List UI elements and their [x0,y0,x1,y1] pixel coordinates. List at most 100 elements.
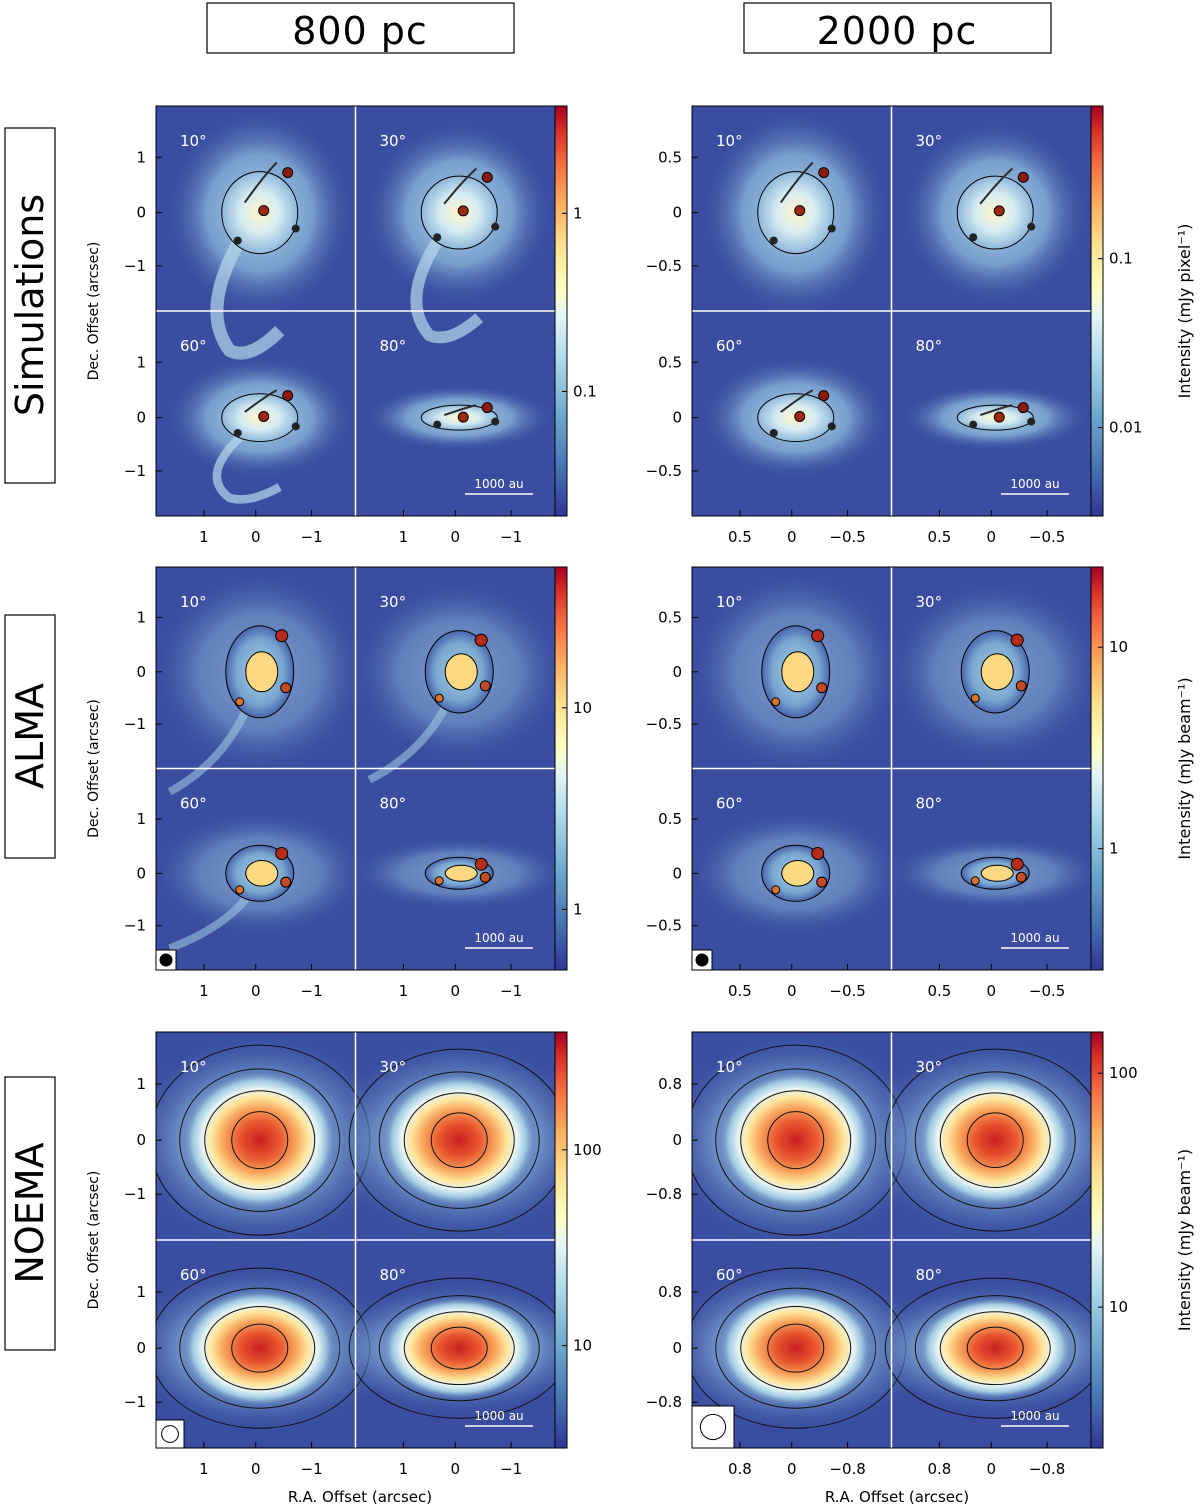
source-peak [794,411,806,422]
contour [767,1111,825,1170]
x-axis-label-right: R.A. Offset (arcsec) [825,1488,969,1506]
x-tick-label: −1 [301,982,323,1000]
inclination-label: 30° [916,132,943,150]
filament [979,167,1013,205]
arm [212,434,282,504]
filament [443,167,477,205]
x-tick-label: 0.8 [728,1460,752,1478]
x-tick-label: −0.5 [829,982,865,1000]
scalebar-label: 1000 au [1010,477,1059,491]
filament [779,161,814,204]
source-peak [474,857,488,871]
source-peak [993,205,1005,217]
subpanel-80deg: 80° [855,1266,1091,1419]
source-peak [1010,857,1024,871]
x-tick-label: −0.8 [1029,1460,1065,1478]
x-tick-label: 0 [450,982,460,1000]
colorbar [1090,105,1104,517]
contour [204,1306,316,1391]
subpanel-30deg: 30° [900,119,1091,307]
y-tick-label: 0 [136,409,146,427]
x-tick-label: −0.5 [1029,528,1065,546]
subpanel-60deg: 60° [156,795,370,953]
subpanel-10deg: 10° [156,1032,400,1251]
subpanel-80deg: 80° [319,1266,555,1419]
y-tick-label: −1 [124,917,146,935]
source-peak [1027,417,1036,426]
panel-images: 10° 30° 60° 80° [156,1032,555,1434]
x-tick-label: −1 [500,1460,522,1478]
subpanel-10deg: 10° [164,107,355,360]
colorbar-tick-label: 10 [573,699,592,717]
x-tick-label: 0.5 [927,982,951,1000]
panel-group-0-0: 10° 30° 60° 80° 1000 au 1 0 −1 1 0 −1 Dec. Offset (… [86,105,597,546]
source-peak [233,429,242,437]
scalebar-label: 1000 au [1010,1409,1059,1423]
y-tick-label: 0.5 [658,810,682,828]
y-axis-label: Dec. Offset (arcsec) [86,242,102,381]
contour [884,1277,1091,1419]
row-title-box-simulations [4,127,56,484]
contour [740,1306,852,1391]
source-peak [827,422,836,431]
y-tick-label: −0.5 [646,257,682,275]
contour [378,1295,540,1402]
x-tick-label: −1 [500,528,522,546]
source-peak [1027,222,1036,231]
source-peak [769,236,778,245]
source-peak [275,846,289,860]
source-peak [970,876,980,886]
source-peak [993,411,1005,423]
x-tick-label: 0 [450,1460,460,1478]
panel-images: 10° 30° 60° 80° [692,567,1091,938]
source-peak [481,171,493,183]
x-tick-label: 0 [450,528,460,546]
source-peak [811,629,825,643]
contour [403,1092,515,1188]
y-axis-label: Dec. Offset (arcsec) [86,1171,102,1310]
contour [348,1048,555,1232]
source-peak [433,233,442,242]
contour [231,1323,289,1373]
x-tick-label: 0 [986,528,996,546]
source-peak [1015,680,1027,692]
filament [244,389,278,413]
colorbar-tick-label: 0.1 [1109,250,1133,268]
arm [168,891,253,953]
arm [367,697,453,784]
inner-contour [444,653,478,691]
beam-shape [695,953,709,967]
y-tick-label: 0.8 [658,1075,682,1093]
beam-shape [699,1413,727,1441]
y-tick-label: 0.5 [658,353,682,371]
subpanel-30deg: 30° [885,577,1091,766]
source-peak [280,682,292,694]
inner-contour [444,864,478,882]
inclination-label: 10° [716,132,743,150]
scalebar-label: 1000 au [1010,931,1059,945]
y-tick-label: −1 [124,715,146,733]
inclination-label: 10° [716,1058,743,1076]
inclination-label: 60° [716,795,743,813]
x-tick-label: −1 [500,982,522,1000]
y-tick-label: −0.8 [646,1185,682,1203]
contour [767,1323,825,1373]
x-tick-label: 0 [787,528,797,546]
colorbar [554,105,568,517]
x-tick-label: −0.8 [829,1460,865,1478]
y-tick-label: 1 [136,1075,146,1093]
x-tick-label: 1 [199,528,209,546]
x-tick-label: 0.5 [927,528,951,546]
contour [740,1090,852,1191]
colorbar [1090,1031,1104,1449]
source-peak [481,402,493,414]
colorbar-tick-label: 1 [1109,840,1119,858]
inclination-label: 60° [716,337,743,355]
source-peak [258,205,270,217]
contour [914,1295,1076,1402]
inclination-label: 80° [380,1266,407,1284]
column-title-box-2000 [743,2,1052,54]
source-peak [434,876,444,886]
